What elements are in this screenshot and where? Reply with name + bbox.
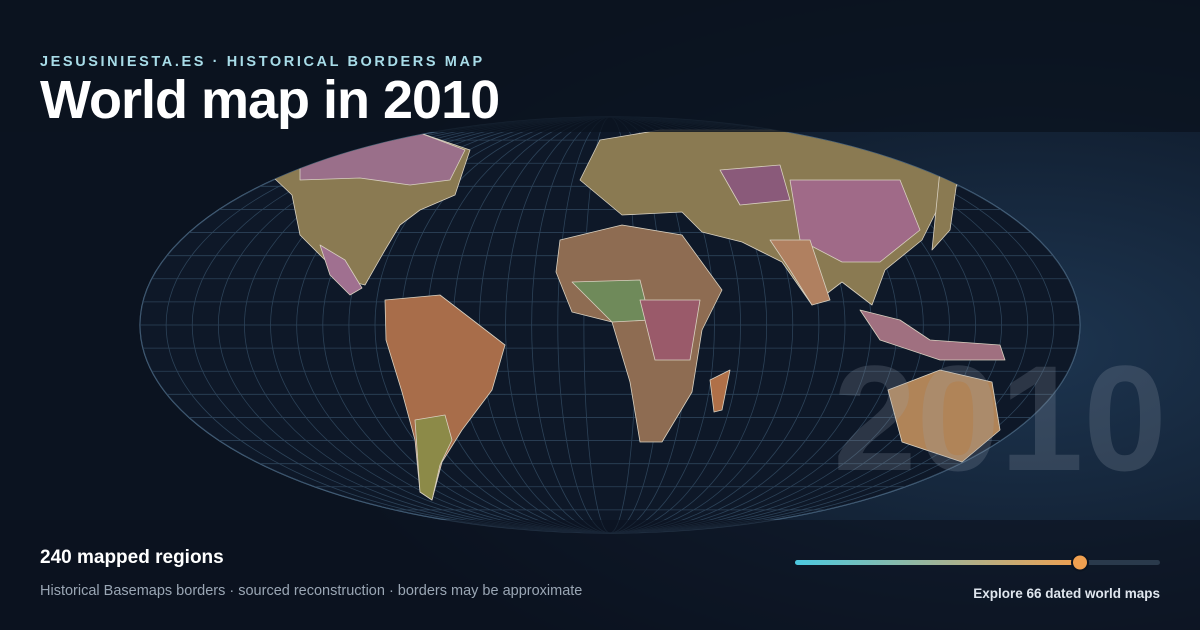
map xyxy=(139,116,1081,534)
land xyxy=(224,129,1046,501)
footer-band xyxy=(0,520,1200,630)
year-watermark: 2010 xyxy=(833,334,1167,502)
timeline-handle xyxy=(1071,553,1089,572)
title: World map in 2010 xyxy=(40,70,499,130)
cta: Explore 66 dated world maps xyxy=(973,586,1160,601)
site-label: JESUSINIESTA.ES · HISTORICAL BORDERS MAP xyxy=(40,54,485,70)
header-band xyxy=(0,0,1200,132)
timeline-progress xyxy=(795,560,1080,565)
source-note: Historical Basemaps borders · sourced re… xyxy=(40,583,582,599)
regions-count: 240 mapped regions xyxy=(40,547,224,568)
